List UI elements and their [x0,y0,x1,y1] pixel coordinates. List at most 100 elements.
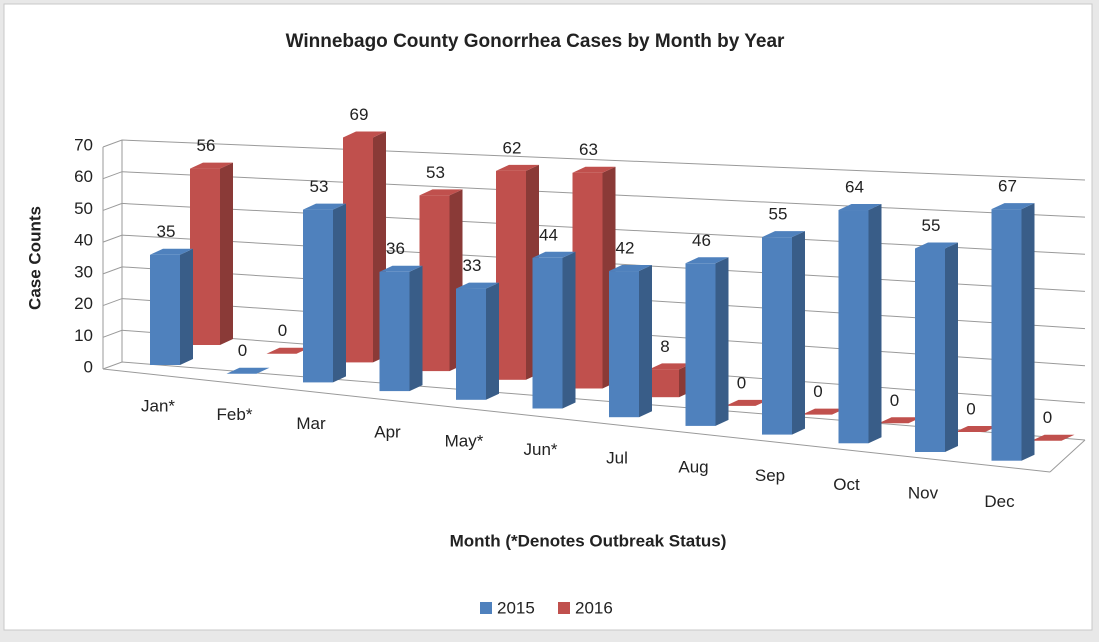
bar-group [725,399,769,406]
bar-side [180,248,193,365]
data-label: 0 [890,391,899,410]
y-axis-title: Case Counts [25,206,44,310]
data-label: 0 [737,373,746,392]
bar-top [915,242,958,249]
y-tick-label: 70 [74,135,93,154]
bar-top [762,231,805,238]
bar-top [379,265,423,272]
bar-side [715,257,729,426]
bar-group [955,426,998,432]
bar-top [725,399,769,406]
bar-group [150,248,193,365]
bar-group [226,367,270,374]
x-tick-label: Apr [374,423,401,442]
bar [609,271,639,418]
bar-top [532,251,576,258]
x-tick-label: Feb* [217,405,253,424]
data-label: 33 [463,256,482,275]
bar [419,195,450,372]
bar-group [762,231,805,435]
bar-top [303,203,346,210]
x-tick-label: Mar [296,414,326,433]
data-label: 67 [998,177,1017,196]
bar [190,168,220,345]
bar-top [266,347,310,354]
y-tick-label: 50 [74,199,93,218]
bar [532,257,563,409]
data-label: 42 [616,239,635,258]
bar-top [649,363,692,370]
bar-side [486,282,499,400]
bar-top [419,189,463,196]
bar-top [878,417,922,424]
legend-swatch [480,602,492,614]
bar [303,209,333,383]
bar-top [226,367,270,374]
x-tick-label: Jan* [141,396,175,415]
bar [496,170,526,380]
bar-top [955,426,998,432]
bar-group [685,257,729,426]
bar [572,172,603,389]
bar-top [838,204,882,211]
y-tick-label: 20 [74,294,93,313]
legend-label: 2016 [575,598,613,617]
data-label: 0 [966,399,975,418]
bar-top [496,164,539,171]
bar-top [456,282,499,289]
bar-group [303,203,346,383]
bar [685,263,716,426]
bar [915,248,945,452]
bar [150,254,180,365]
chart-title: Winnebago County Gonorrhea Cases by Mont… [286,31,785,52]
x-tick-label: Aug [678,457,708,476]
data-label: 55 [769,205,788,224]
bar-group [838,204,882,444]
data-label: 0 [1043,408,1052,427]
bar-side [945,242,958,452]
bar-group [190,162,233,345]
data-label: 0 [813,382,822,401]
data-label: 0 [278,321,287,340]
y-tick-label: 0 [84,357,93,376]
y-tick-label: 30 [74,262,93,281]
bar-group [419,189,463,372]
bar-group [379,265,423,392]
bar [991,209,1022,461]
x-tick-label: Nov [908,483,939,502]
floor-edge [1049,439,1086,473]
bar-top [609,265,652,272]
bar-side [1021,203,1035,461]
bar-top [802,408,845,415]
bar-top [991,203,1035,210]
bar-top [572,166,616,173]
bar [379,271,410,392]
legend-swatch [558,602,570,614]
bar-side [220,162,233,345]
data-label: 0 [238,341,247,360]
floor-edge [102,368,1051,473]
data-label: 56 [197,136,216,155]
bar-group [991,203,1035,461]
bar-top [343,131,386,138]
data-label: 35 [157,222,176,241]
bar [456,288,486,400]
bar-top [190,162,233,169]
y-tick-label: 10 [74,326,93,345]
data-label: 46 [692,231,711,250]
data-label: 53 [310,177,329,196]
bar-side [639,265,652,418]
bar [838,210,869,444]
data-label: 44 [539,225,558,244]
x-tick-label: Jun* [523,440,557,459]
bar-group [915,242,958,452]
data-label: 53 [426,163,445,182]
bar-side [792,231,805,435]
data-label: 69 [350,105,369,124]
bar-top [1031,434,1075,441]
x-tick-label: Oct [833,475,860,494]
bar-group [266,347,310,354]
bar-group [1031,434,1075,441]
